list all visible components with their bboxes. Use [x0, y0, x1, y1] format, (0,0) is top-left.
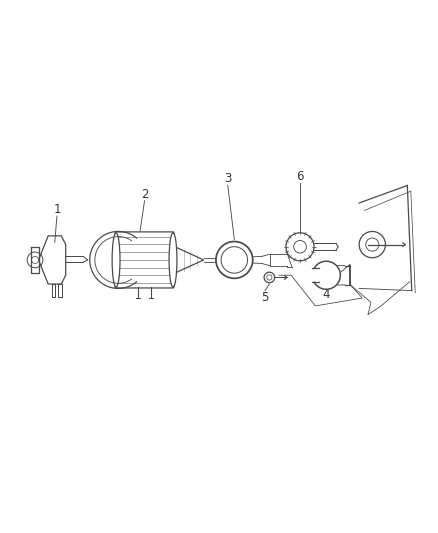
Circle shape	[294, 240, 306, 253]
Text: 5: 5	[261, 290, 268, 304]
Text: 1: 1	[53, 203, 61, 216]
Circle shape	[359, 231, 385, 258]
Ellipse shape	[169, 233, 177, 287]
Polygon shape	[314, 261, 340, 289]
Polygon shape	[59, 284, 62, 297]
Circle shape	[286, 233, 314, 261]
Circle shape	[267, 275, 272, 280]
Circle shape	[366, 238, 379, 251]
Text: 4: 4	[322, 288, 330, 302]
Text: 2: 2	[141, 188, 148, 201]
Polygon shape	[52, 284, 55, 297]
Circle shape	[264, 272, 275, 282]
Ellipse shape	[112, 233, 120, 287]
Polygon shape	[31, 247, 39, 273]
Polygon shape	[39, 236, 66, 284]
Circle shape	[221, 247, 247, 273]
Polygon shape	[177, 248, 204, 272]
Text: 6: 6	[296, 170, 304, 183]
Text: 3: 3	[224, 172, 231, 185]
FancyBboxPatch shape	[115, 232, 174, 288]
Circle shape	[216, 241, 253, 278]
